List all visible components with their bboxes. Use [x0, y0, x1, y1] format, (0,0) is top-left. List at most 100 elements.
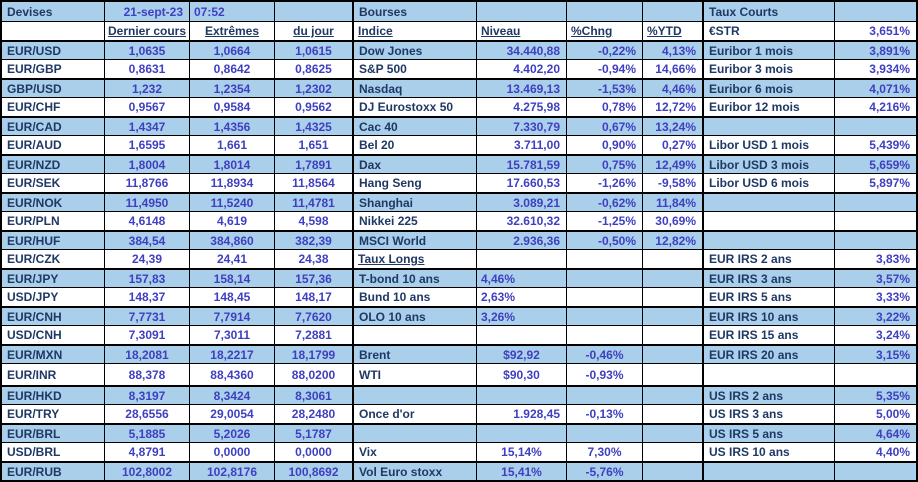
value-cell[interactable]: 15.781,59 [477, 154, 567, 173]
value-cell[interactable]: 4.402,20 [477, 59, 567, 78]
value-cell[interactable]: -0,50% [567, 230, 643, 249]
value-cell[interactable]: 1,0615 [275, 40, 354, 59]
value-cell[interactable]: 0,90% [567, 135, 643, 154]
empty-cell[interactable] [643, 2, 704, 21]
label-cell[interactable]: EUR/CZK [2, 249, 105, 268]
value-cell[interactable]: 7,3091 [105, 325, 190, 344]
value-cell[interactable]: 29,0054 [190, 404, 275, 423]
label-cell[interactable]: Cac 40 [354, 116, 477, 135]
value-cell[interactable]: 5,35% [835, 385, 916, 404]
empty-cell[interactable] [643, 344, 704, 363]
value-cell[interactable]: 4.275,98 [477, 97, 567, 116]
value-cell[interactable]: 0,27% [643, 135, 704, 154]
empty-cell[interactable] [275, 2, 354, 21]
label-cell[interactable]: EUR/PLN [2, 211, 105, 230]
value-cell[interactable]: 100,8692 [275, 461, 354, 480]
empty-cell[interactable] [643, 461, 704, 480]
label-cell[interactable]: EUR/GBP [2, 59, 105, 78]
column-header-cell[interactable]: Extrêmes [190, 21, 275, 40]
label-cell[interactable]: Brent [354, 344, 477, 363]
value-cell[interactable]: 13,24% [643, 116, 704, 135]
value-cell[interactable]: 7,7731 [105, 306, 190, 325]
panel-title-cell[interactable]: Bourses [354, 2, 477, 21]
value-cell[interactable]: 0,9584 [190, 97, 275, 116]
value-cell[interactable]: 384,54 [105, 230, 190, 249]
value-cell[interactable]: 13.469,13 [477, 78, 567, 97]
value-cell[interactable]: 4,071% [835, 78, 916, 97]
column-header-cell[interactable]: Niveau [477, 21, 567, 40]
value-cell[interactable]: 7,2881 [275, 325, 354, 344]
label-cell[interactable]: US IRS 10 ans [704, 442, 835, 461]
value-cell[interactable]: 8,3061 [275, 385, 354, 404]
label-cell[interactable]: Nasdaq [354, 78, 477, 97]
value-cell[interactable]: 11,8564 [275, 173, 354, 192]
value-cell[interactable]: 102,8176 [190, 461, 275, 480]
label-cell[interactable]: EUR IRS 2 ans [704, 249, 835, 268]
value-cell[interactable]: 1.928,45 [477, 404, 567, 423]
value-cell[interactable]: 4,40% [835, 442, 916, 461]
value-cell[interactable]: 24,41 [190, 249, 275, 268]
value-cell[interactable]: 32.610,32 [477, 211, 567, 230]
label-cell[interactable]: Bund 10 ans [354, 287, 477, 306]
value-cell[interactable]: 88,4360 [190, 363, 275, 385]
value-cell[interactable]: 0,67% [567, 116, 643, 135]
empty-cell[interactable] [835, 2, 916, 21]
label-cell[interactable]: EUR IRS 5 ans [704, 287, 835, 306]
value-cell[interactable]: 5,1885 [105, 423, 190, 442]
value-cell[interactable]: 0,78% [567, 97, 643, 116]
value-cell[interactable]: $92,92 [477, 344, 567, 363]
label-cell[interactable]: EUR/JPY [2, 268, 105, 287]
value-cell[interactable]: 148,37 [105, 287, 190, 306]
value-cell[interactable]: -1,26% [567, 173, 643, 192]
label-cell[interactable]: EUR/AUD [2, 135, 105, 154]
value-cell[interactable]: 1,0664 [190, 40, 275, 59]
value-cell[interactable]: 8,3197 [105, 385, 190, 404]
column-header-cell[interactable]: du jour [275, 21, 354, 40]
value-cell[interactable]: 157,36 [275, 268, 354, 287]
label-cell[interactable]: EUR/BRL [2, 423, 105, 442]
label-cell[interactable]: Vix [354, 442, 477, 461]
empty-cell[interactable] [567, 385, 643, 404]
value-cell[interactable]: 34.440,88 [477, 40, 567, 59]
value-cell[interactable]: 3,22% [835, 306, 916, 325]
label-cell[interactable]: US IRS 2 ans [704, 385, 835, 404]
value-cell[interactable]: 7,3011 [190, 325, 275, 344]
value-cell[interactable]: 1,4347 [105, 116, 190, 135]
value-cell[interactable]: 12,82% [643, 230, 704, 249]
value-cell[interactable]: 3,651% [835, 21, 916, 40]
value-cell[interactable]: 0,0000 [190, 442, 275, 461]
value-cell[interactable]: 1,2354 [190, 78, 275, 97]
value-cell[interactable]: 384,860 [190, 230, 275, 249]
value-cell[interactable]: 15,41% [477, 461, 567, 480]
value-cell[interactable]: 28,6556 [105, 404, 190, 423]
value-cell[interactable]: -1,53% [567, 78, 643, 97]
value-cell[interactable]: 2,63% [477, 287, 567, 306]
empty-cell[interactable] [643, 385, 704, 404]
empty-cell[interactable] [567, 306, 643, 325]
empty-cell[interactable] [643, 287, 704, 306]
empty-cell[interactable] [643, 442, 704, 461]
label-cell[interactable]: USD/CNH [2, 325, 105, 344]
label-cell[interactable]: Euribor 3 mois [704, 59, 835, 78]
label-cell[interactable]: US IRS 3 ans [704, 404, 835, 423]
value-cell[interactable]: 4,8791 [105, 442, 190, 461]
value-cell[interactable]: 2.936,36 [477, 230, 567, 249]
label-cell[interactable]: EUR IRS 3 ans [704, 268, 835, 287]
value-cell[interactable]: 7,30% [567, 442, 643, 461]
value-cell[interactable]: 3,26% [477, 306, 567, 325]
value-cell[interactable]: 11,8766 [105, 173, 190, 192]
label-cell[interactable]: €STR [704, 21, 835, 40]
value-cell[interactable]: 8,3424 [190, 385, 275, 404]
value-cell[interactable]: 7,7620 [275, 306, 354, 325]
empty-cell[interactable] [835, 211, 916, 230]
label-cell[interactable]: Bel 20 [354, 135, 477, 154]
label-cell[interactable]: USD/JPY [2, 287, 105, 306]
value-cell[interactable]: 17.660,53 [477, 173, 567, 192]
empty-cell[interactable] [643, 363, 704, 385]
label-cell[interactable]: EUR/HKD [2, 385, 105, 404]
value-cell[interactable]: 157,83 [105, 268, 190, 287]
value-cell[interactable]: 3,15% [835, 344, 916, 363]
label-cell[interactable]: Shanghai [354, 192, 477, 211]
value-cell[interactable]: 18,2217 [190, 344, 275, 363]
value-cell[interactable]: 88,378 [105, 363, 190, 385]
